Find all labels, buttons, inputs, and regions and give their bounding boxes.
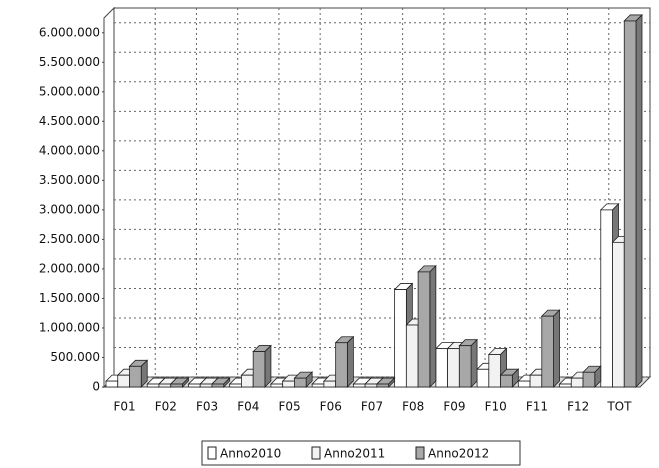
x-tick-label: TOT — [606, 400, 632, 414]
side-wall — [103, 6, 115, 389]
y-tick-label: 4.500.000 — [39, 114, 100, 128]
bar — [394, 289, 407, 388]
legend-swatch — [311, 446, 321, 460]
bar — [241, 374, 254, 388]
bar — [105, 380, 119, 388]
y-tick-label: 5.000.000 — [39, 84, 100, 98]
bar — [541, 315, 554, 388]
bar — [335, 342, 348, 388]
x-tick-label: F09 — [443, 400, 465, 414]
y-tick-label: 5.500.000 — [39, 55, 100, 69]
bar-side — [470, 338, 478, 388]
bar — [570, 377, 584, 388]
x-tick-label: F05 — [278, 400, 300, 414]
bar — [129, 365, 142, 388]
x-tick-label: F06 — [320, 400, 342, 414]
x-tick-label: F02 — [155, 400, 177, 414]
bar — [188, 383, 201, 388]
y-tick-label: 2.000.000 — [39, 261, 100, 275]
bar — [376, 383, 390, 388]
y-tick-label: 4.000.000 — [39, 143, 100, 157]
y-tick-label: 0 — [92, 380, 100, 394]
bar-side — [429, 264, 437, 388]
bar — [229, 383, 242, 388]
x-tick-label: F11 — [526, 400, 548, 414]
bar — [517, 380, 531, 388]
bar — [146, 383, 160, 388]
y-tick-label: 6.000.000 — [39, 25, 100, 39]
legend-box — [201, 440, 521, 466]
bar-side — [553, 309, 560, 388]
bar — [600, 209, 613, 388]
x-tick-label: F03 — [196, 400, 218, 414]
bar — [529, 374, 543, 388]
bar — [612, 241, 625, 388]
bar — [211, 383, 225, 388]
bar — [170, 383, 183, 388]
bar — [323, 380, 337, 388]
bar — [352, 383, 366, 388]
bar — [417, 271, 431, 388]
bar — [476, 368, 490, 388]
x-tick-label: F01 — [114, 400, 136, 414]
bar — [435, 348, 448, 388]
bar — [559, 383, 572, 388]
bar — [199, 383, 213, 388]
y-tick-label: 3.000.000 — [39, 202, 100, 216]
x-tick-label: F10 — [485, 400, 507, 414]
bar — [623, 20, 637, 388]
legend-swatch — [207, 446, 217, 460]
bar — [500, 374, 513, 388]
y-tick-label: 3.500.000 — [39, 173, 100, 187]
legend-swatch — [415, 446, 425, 460]
bar — [447, 348, 460, 388]
bar — [294, 377, 307, 388]
bar-side — [264, 344, 272, 388]
y-tick-label: 2.500.000 — [39, 232, 100, 246]
bar — [364, 383, 378, 388]
y-tick-label: 500.000 — [50, 350, 100, 364]
y-tick-label: 1.500.000 — [39, 291, 100, 305]
bar-side — [346, 335, 354, 388]
bar — [158, 383, 172, 388]
bar — [582, 371, 596, 388]
legend-label: Anno2011 — [324, 447, 385, 461]
x-tick-label: F04 — [237, 400, 259, 414]
legend-label: Anno2010 — [220, 447, 281, 461]
bar — [270, 383, 284, 388]
x-tick-label: F07 — [361, 400, 383, 414]
bar — [488, 354, 501, 388]
bar — [405, 324, 419, 388]
y-tick-label: 1.000.000 — [39, 320, 100, 334]
bar — [458, 345, 472, 388]
bar — [117, 374, 130, 388]
legend-label: Anno2012 — [428, 447, 489, 461]
bar — [252, 351, 266, 388]
x-tick-label: F08 — [402, 400, 424, 414]
bar — [311, 383, 325, 388]
bar-side — [635, 13, 643, 388]
back-wall — [113, 7, 651, 378]
x-tick-label: F12 — [567, 400, 589, 414]
bar — [282, 380, 295, 388]
